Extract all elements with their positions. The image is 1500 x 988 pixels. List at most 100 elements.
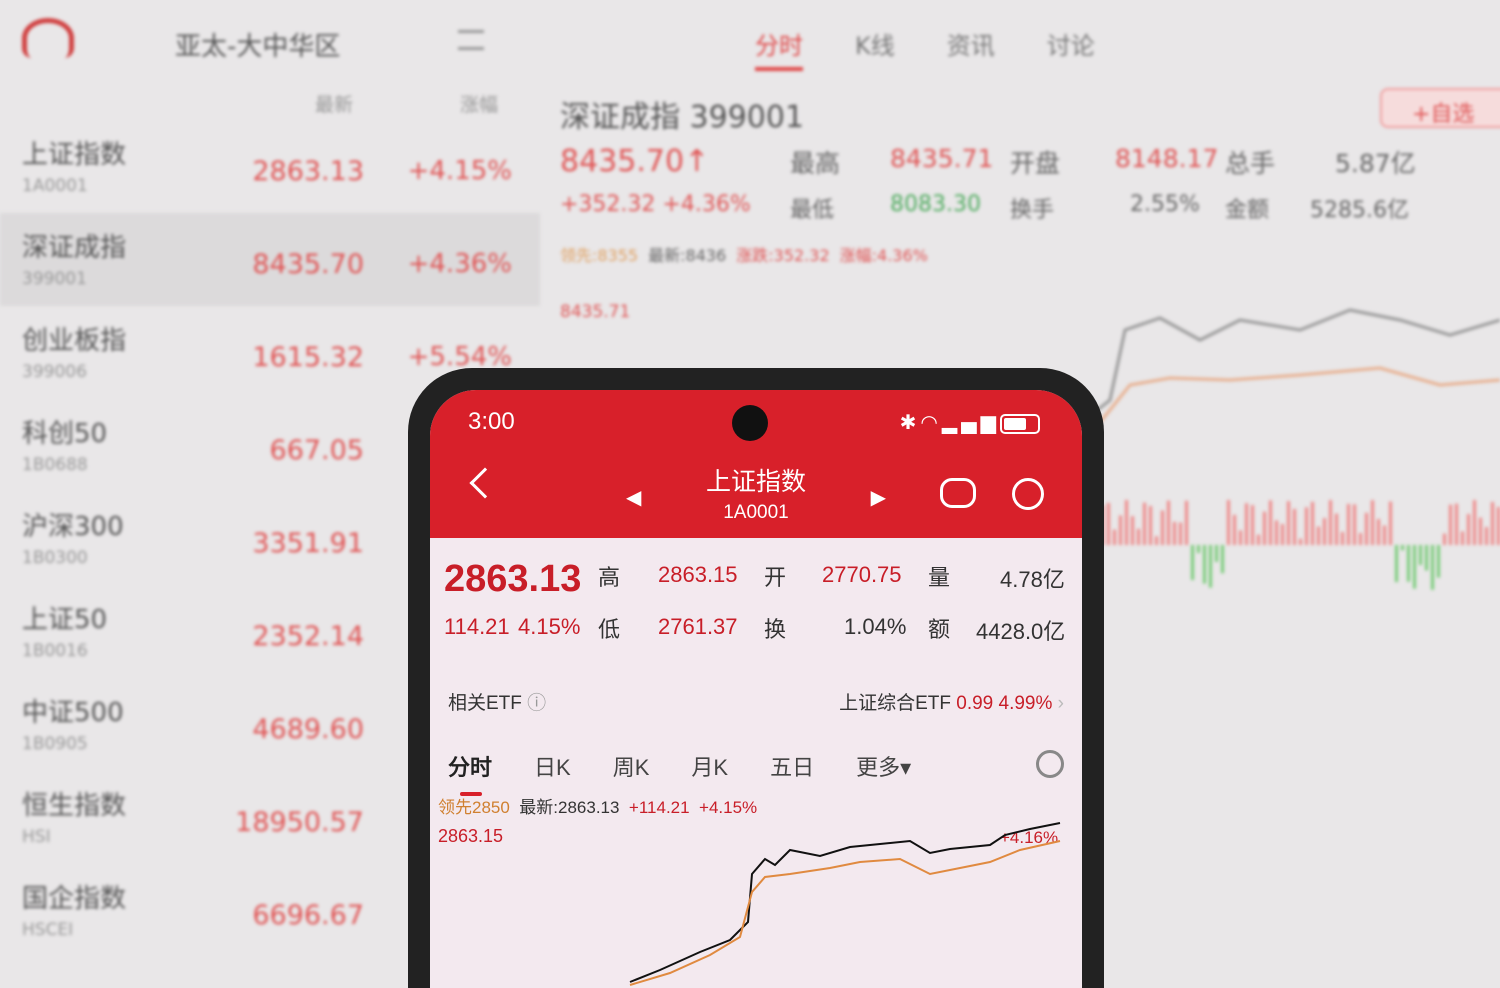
high-value: 8435.71 [890,144,994,173]
volume-bar [1491,502,1494,545]
volume-bar [1317,526,1320,545]
tab-kline[interactable]: K线 [855,32,895,60]
volume-bar [1437,545,1440,578]
volume-bar [1389,501,1392,545]
index-code: 1A0001 [22,176,88,196]
index-list: 上证指数 1A0001 2863.13 +4.15% 深证成指 399001 8435.70… [0,120,540,957]
index-row[interactable]: 上证指数 1A0001 2863.13 +4.15% [0,120,540,213]
volume-bar [1263,511,1266,545]
index-code: 399006 [22,362,87,382]
volume-bar [1197,545,1200,553]
related-etf-row[interactable]: 相关ETF ⓘ 上证综合ETF 0.99 4.99% › [448,688,1064,715]
volume-bar [1485,527,1488,545]
index-code: HSI [22,827,51,847]
add-favorite-button[interactable]: +自选 [1380,88,1500,128]
index-row[interactable]: 深证成指 399001 8435.70 +4.36% [0,213,540,306]
volume-bar [1203,545,1206,584]
assistant-robot-icon[interactable] [940,478,976,508]
next-arrow-icon[interactable]: ▶ [870,485,886,509]
volume-bar [1245,503,1248,545]
help-icon[interactable]: ⓘ [527,693,547,714]
volume-bar [1395,545,1398,583]
index-row[interactable]: 科创50 1B0688 667.05 [0,399,540,492]
amount-value: 4428.0亿 [976,619,1066,644]
turn-value: 2.55% [1130,192,1200,217]
etf-price: 0.99 [956,693,994,714]
turnover-value: 1.04% [844,614,907,639]
turnover-label: 换 [764,617,787,642]
volume-bar [1257,534,1260,545]
price-line [629,822,1061,983]
index-code: 399001 [22,269,87,289]
index-row[interactable]: 中证500 1B0905 4689.60 [0,678,540,771]
volume-bars [1095,500,1500,590]
volume-bar [1347,503,1350,545]
volume-bar [1161,510,1164,545]
index-name: 中证500 [22,698,124,728]
chevron-right-icon: › [1057,693,1064,714]
signal-icon: ▂▄▆ [941,410,1000,434]
volume-bar [1305,507,1308,545]
volume-bar [1167,500,1170,545]
volume-bar [1419,545,1422,565]
tab-intraday[interactable]: 分时 [755,26,803,71]
search-icon[interactable] [1012,478,1044,510]
amount-label: 额 [928,617,951,642]
volume-bar [1299,538,1302,545]
tab-monthly-k[interactable]: 月K [691,755,729,780]
etf-pct: 4.99% [998,693,1053,714]
volume-bar [1119,515,1122,545]
lead-value: 领先2850 [438,798,510,817]
index-detail: 深证成指 399001 8435.70↑ 最高 8435.71 开盘 8148.… [560,92,1416,322]
wifi-icon: ◠ [920,410,942,434]
col-change: 涨幅 [460,94,499,116]
volume-bar [1173,521,1176,545]
prev-arrow-icon[interactable]: ◀ [626,485,642,509]
index-code: 1B0300 [22,548,88,568]
high-label: 最高 [790,149,841,178]
index-price: 18950.57 [235,807,364,838]
region-title: 亚太-大中华区 [175,32,341,62]
volume-bar [1497,507,1500,545]
volume-bar [1185,500,1188,545]
index-name: 科创50 [22,419,108,449]
chart-high-label: 2863.15 [438,826,504,846]
app-header: 3:00 ✱◠▂▄▆ ◀ ▶ 上证指数 1A0001 [430,390,1082,538]
latest-value: 最新:8436 [648,246,727,265]
tab-more[interactable]: 更多▾ [856,755,912,780]
index-price: 1615.32 [252,342,364,373]
etf-label: 相关ETF [448,693,522,714]
low-label: 最低 [790,198,835,223]
index-row[interactable]: 创业板指 399006 1615.32 +5.54% [0,306,540,399]
stock-code: 1A0001 [723,502,789,523]
volume-bar [1323,518,1326,545]
volume-label: 量 [928,565,951,590]
detail-title: 深证成指 399001 [560,100,805,135]
tab-daily-k[interactable]: 日K [534,755,571,780]
volume-bar [1431,545,1434,590]
index-row[interactable]: 上证50 1B0016 2352.14 [0,585,540,678]
volume-bar [1251,505,1254,545]
low-label: 低 [598,617,621,642]
low-value: 8083.30 [890,192,981,217]
index-name: 创业板指 [22,326,127,356]
tab-news[interactable]: 资讯 [946,32,995,60]
tab-intraday[interactable]: 分时 [448,750,492,796]
index-row[interactable]: 沪深300 1B0300 3351.91 [0,492,540,585]
volume-bar [1155,536,1158,545]
volume-bar [1329,500,1332,545]
volume-bar [1269,500,1272,545]
index-price: 4689.60 [252,714,364,745]
volume-bar [1239,530,1242,545]
tab-five-day[interactable]: 五日 [770,755,815,780]
volume-bar [1335,513,1338,545]
index-row[interactable]: 恒生指数 HSI 18950.57 [0,771,540,864]
phone-screen: 3:00 ✱◠▂▄▆ ◀ ▶ 上证指数 1A0001 2863.13 高 286… [430,390,1082,988]
menu-icon[interactable] [458,30,484,50]
intraday-chart [629,822,1061,986]
tab-discuss[interactable]: 讨论 [1046,32,1095,60]
tab-weekly-k[interactable]: 周K [612,755,650,780]
index-row[interactable]: 国企指数 HSCEI 6696.67 [0,864,540,957]
volume-bar [1209,545,1212,588]
settings-icon[interactable] [1036,750,1064,778]
